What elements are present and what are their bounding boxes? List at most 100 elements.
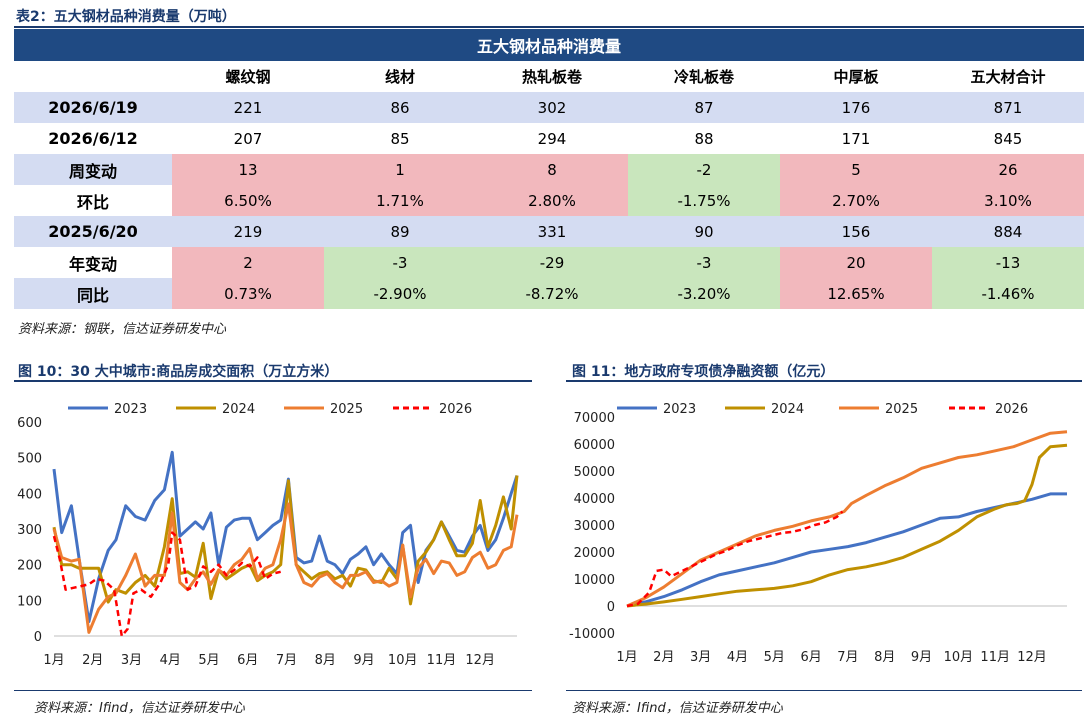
series-line-2025 xyxy=(52,502,519,634)
table-cell: 89 xyxy=(324,216,476,247)
row-label: 同比 xyxy=(14,278,172,309)
table-cell: 6.50% xyxy=(172,185,324,216)
chart11-caption-rule xyxy=(566,380,1082,382)
table-banner-row: 五大钢材品种消费量 xyxy=(14,29,1084,61)
legend-label: 2025 xyxy=(885,402,918,417)
header-cell: 冷轧板卷 xyxy=(673,68,734,86)
row-label: 2026/6/19 xyxy=(14,92,172,123)
y-tick-label: 50000 xyxy=(574,465,615,480)
table-cell: 1 xyxy=(324,154,476,185)
x-tick-label: 12月 xyxy=(465,653,495,668)
table-cell: -1.75% xyxy=(628,185,780,216)
row-label: 2025/6/20 xyxy=(14,216,172,247)
x-tick-label: 4月 xyxy=(160,653,181,668)
x-tick-label: 10月 xyxy=(388,653,418,668)
y-tick-label: 0 xyxy=(607,600,615,615)
table-row: 同比 0.73% -2.90% -8.72% -3.20% 12.65% -1.… xyxy=(14,278,1084,309)
table-row: 2026/6/19 221 86 302 87 176 871 xyxy=(14,92,1084,123)
y-tick-label: 600 xyxy=(17,416,42,431)
row-label: 环比 xyxy=(14,185,172,216)
x-tick-label: 5月 xyxy=(764,650,785,665)
chart10-source: 资料来源：Ifind，信达证券研发中心 xyxy=(34,701,245,716)
table-cell: 171 xyxy=(780,123,932,154)
chart11-source: 资料来源：Ifind，信达证券研发中心 xyxy=(572,701,783,716)
chart10-caption-rule xyxy=(14,380,532,382)
table-cell: 90 xyxy=(628,216,780,247)
table-cell: 1.71% xyxy=(324,185,476,216)
x-tick-label: 4月 xyxy=(727,650,748,665)
table-cell: 88 xyxy=(628,123,780,154)
series-line-2023 xyxy=(626,492,1067,608)
y-tick-label: 20000 xyxy=(574,546,615,561)
row-label: 周变动 xyxy=(14,154,172,185)
table-cell: 20 xyxy=(780,247,932,278)
table-source: 资料来源：钢联，信达证券研发中心 xyxy=(18,322,227,337)
header-cell: 螺纹钢 xyxy=(225,68,271,86)
series-line-2026 xyxy=(626,510,844,608)
table-cell: -8.72% xyxy=(476,278,628,309)
header-empty-cell xyxy=(14,61,172,92)
table-row: 环比 6.50% 1.71% 2.80% -1.75% 2.70% 3.10% xyxy=(14,185,1084,216)
table-cell: 2 xyxy=(172,247,324,278)
x-tick-label: 8月 xyxy=(315,653,336,668)
y-tick-label: 0 xyxy=(34,630,42,645)
y-tick-label: 200 xyxy=(17,559,42,574)
x-tick-label: 3月 xyxy=(690,650,711,665)
housing-sales-chart: 0 100 200 300 400 500 600 1月 2月 3月 4月 5月 6月 7月 8月 9月 10月… xyxy=(17,402,519,668)
x-tick-label: 7月 xyxy=(276,653,297,668)
table-cell: 302 xyxy=(476,92,628,123)
x-tick-label: 7月 xyxy=(837,650,858,665)
table-cell: 221 xyxy=(172,92,324,123)
table-cell: 871 xyxy=(932,92,1084,123)
table-cell: 86 xyxy=(324,92,476,123)
table-cell: 294 xyxy=(476,123,628,154)
header-cell: 中厚板 xyxy=(833,68,879,86)
table-cell: 26 xyxy=(932,154,1084,185)
table-cell: 176 xyxy=(780,92,932,123)
table-caption-rule xyxy=(14,26,1084,28)
chart10-caption: 图 10：30 大中城市:商品房成交面积（万立方米） xyxy=(18,364,339,380)
table-row: 2026/6/12 207 85 294 88 171 845 xyxy=(14,123,1084,154)
y-tick-label: 400 xyxy=(17,487,42,502)
x-tick-label: 9月 xyxy=(353,653,374,668)
special-bond-chart: -10000 0 10000 20000 30000 40000 50000 60000 700… xyxy=(569,402,1068,665)
table-cell: -3.20% xyxy=(628,278,780,309)
table-cell: 85 xyxy=(324,123,476,154)
legend-label: 2025 xyxy=(330,402,363,417)
header-cell: 线材 xyxy=(384,68,415,86)
table-cell: 2.80% xyxy=(476,185,628,216)
table-cell: -29 xyxy=(476,247,628,278)
table-banner: 五大钢材品种消费量 xyxy=(14,29,1084,61)
x-tick-label: 1月 xyxy=(43,653,64,668)
chart11-caption: 图 11：地方政府专项债净融资额（亿元） xyxy=(572,364,835,380)
x-tick-label: 5月 xyxy=(198,653,219,668)
x-tick-label: 11月 xyxy=(980,650,1010,665)
y-tick-label: 500 xyxy=(17,452,42,467)
x-tick-label: 12月 xyxy=(1017,650,1047,665)
table-cell: -13 xyxy=(932,247,1084,278)
row-label: 2026/6/12 xyxy=(14,123,172,154)
table-cell: 156 xyxy=(780,216,932,247)
header-cell: 五大材合计 xyxy=(970,68,1046,86)
series-line-2024 xyxy=(626,443,1068,608)
table-cell: -2.90% xyxy=(324,278,476,309)
table-cell: 5 xyxy=(780,154,932,185)
x-tick-label: 3月 xyxy=(121,653,142,668)
x-tick-label: 9月 xyxy=(911,650,932,665)
table-cell: -3 xyxy=(324,247,476,278)
legend-label: 2024 xyxy=(771,402,804,417)
x-tick-label: 8月 xyxy=(874,650,895,665)
table-cell: 884 xyxy=(932,216,1084,247)
row-label: 年变动 xyxy=(14,247,172,278)
table-cell: 845 xyxy=(932,123,1084,154)
y-tick-label: 70000 xyxy=(574,411,615,426)
table-cell: 331 xyxy=(476,216,628,247)
legend-label: 2026 xyxy=(439,402,472,417)
y-tick-label: 60000 xyxy=(574,438,615,453)
table-row: 年变动 2 -3 -29 -3 20 -13 xyxy=(14,247,1084,278)
x-tick-label: 2月 xyxy=(653,650,674,665)
chart10-bottom-rule xyxy=(14,690,532,691)
y-tick-label: -10000 xyxy=(569,627,615,642)
table-cell: 3.10% xyxy=(932,185,1084,216)
table-cell: -1.46% xyxy=(932,278,1084,309)
